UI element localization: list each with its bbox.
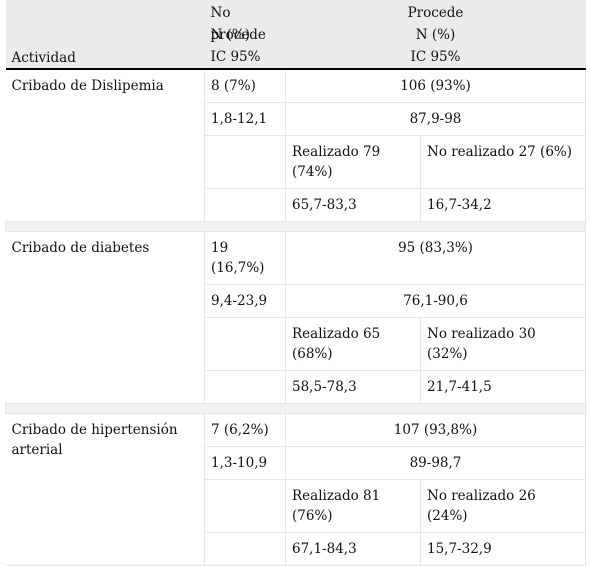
procede-ci-cell: 76,1-90,6 (284, 284, 587, 318)
table-row: 58,5-78,3 21,7-41,5 (6, 370, 587, 404)
results-table: Actividad No procede N (%) IC 95% Proced… (4, 0, 587, 566)
activity-cell: Cribado de diabetes (5, 231, 205, 404)
separator-row (4, 403, 587, 414)
header-actividad: Actividad (5, 0, 205, 70)
table-row: 1,3-10,9 89-98,7 (6, 446, 587, 480)
realizado-ci-cell: 65,7-83,3 (285, 188, 421, 222)
empty-cell (204, 317, 286, 371)
empty-cell (204, 479, 286, 533)
header-procede-n: N (%) (415, 27, 456, 43)
realizado-ci-cell: 58,5-78,3 (285, 370, 421, 404)
empty-cell (204, 370, 286, 404)
table-row: 9,4-23,9 76,1-90,6 (6, 284, 587, 318)
empty-cell (204, 135, 286, 189)
activity-cell: Cribado de hipertensión arterial (5, 413, 205, 566)
header-no-procede: No procede N (%) IC 95% (204, 0, 286, 70)
no-procede-n-cell: 7 (6,2%) (204, 413, 286, 447)
no-procede-n-cell: 19 (16,7%) (204, 231, 286, 285)
no-realizado-ci-cell: 16,7-34,2 (419, 188, 587, 222)
header-no-procede-n: N (%) (210, 27, 250, 43)
realizado-ci-cell: 67,1-84,3 (285, 532, 421, 566)
no-realizado-cell: No realizado 27 (6%) (419, 135, 587, 189)
realizado-cell: Realizado 79 (74%) (285, 135, 421, 189)
no-procede-ci-cell: 1,8-12,1 (204, 102, 286, 136)
header-no-procede-ic: IC 95% (210, 49, 261, 65)
no-procede-ci-cell: 1,3-10,9 (204, 446, 286, 480)
procede-ci-cell: 87,9-98 (284, 102, 587, 136)
table-row: 65,7-83,3 16,7-34,2 (6, 188, 587, 222)
header-no-procede-title: No procede (210, 5, 266, 43)
table-row: Cribado de Dislipemia 8 (7%) 106 (93%) (5, 68, 587, 222)
activity-cell: Cribado de Dislipemia (5, 69, 205, 222)
no-realizado-cell: No realizado 30 (32%) (419, 317, 587, 371)
table-row: 1,8-12,1 87,9-98 (6, 102, 587, 136)
header-row: Actividad No procede N (%) IC 95% Proced… (5, 0, 586, 70)
procede-n-cell: 95 (83,3%) (284, 231, 587, 285)
table-row: Cribado de hipertensión arterial 7 (6,2%… (5, 413, 587, 566)
header-procede: Procede N (%) IC 95% (285, 0, 586, 70)
no-realizado-ci-cell: 15,7-32,9 (419, 532, 587, 566)
procede-n-cell: 107 (93,8%) (284, 413, 587, 447)
table-row: Cribado de diabetes 19 (16,7%) 95 (83,3%… (5, 231, 587, 404)
no-procede-ci-cell: 9,4-23,9 (204, 284, 286, 318)
procede-ci-cell: 89-98,7 (284, 446, 587, 480)
no-realizado-ci-cell: 21,7-41,5 (419, 370, 587, 404)
realizado-cell: Realizado 65 (68%) (285, 317, 421, 371)
header-procede-title: Procede (407, 5, 464, 21)
procede-n-cell: 106 (93%) (284, 68, 587, 103)
realizado-cell: Realizado 81 (76%) (285, 479, 421, 533)
no-procede-n-cell: 8 (7%) (204, 68, 286, 103)
empty-cell (204, 188, 286, 222)
table-row: Realizado 79 (74%) No realizado 27 (6%) (6, 135, 587, 189)
header-procede-ic: IC 95% (410, 49, 461, 65)
no-realizado-cell: No realizado 26 (24%) (419, 479, 587, 533)
separator-row (4, 221, 587, 232)
empty-cell (204, 532, 286, 566)
table-row: Realizado 65 (68%) No realizado 30 (32%) (6, 317, 587, 371)
